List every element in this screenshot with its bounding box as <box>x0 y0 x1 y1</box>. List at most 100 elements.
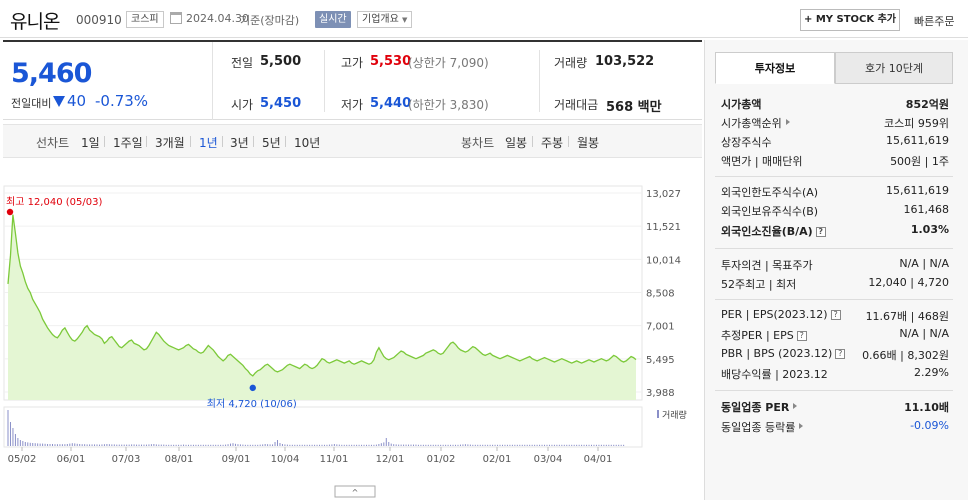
volume-bar <box>595 444 597 446</box>
tab-weekly-candle[interactable]: 주봉 <box>541 136 564 150</box>
tab-monthly-candle[interactable]: 월봉 <box>577 136 600 150</box>
volume-bar <box>121 444 123 446</box>
info-row-per-eps: PER | EPS(2023.12)? 11.67배 | 468원 <box>721 308 949 326</box>
chart-collapse-button[interactable] <box>334 485 376 498</box>
y-tick-label: 10,014 <box>646 255 681 266</box>
volume-bar <box>408 444 410 446</box>
volume-bar <box>264 444 266 446</box>
volume-bar <box>484 444 486 446</box>
volume-bar <box>341 444 343 446</box>
volume-bar <box>472 444 474 446</box>
caret-right-icon[interactable] <box>793 403 798 409</box>
info-label-text: 외국인한도주식수(A) <box>721 186 819 199</box>
volume-bar <box>210 444 212 446</box>
chart-period-tabs: 선차트 1일 1주일 3개월 1년 3년 5년 10년 봉차트 일봉 주봉 월봉 <box>3 124 702 158</box>
help-icon[interactable]: ? <box>796 331 807 341</box>
volume-bar <box>252 444 254 446</box>
info-label: 시가총액 <box>721 96 761 112</box>
volume-bar <box>415 444 417 446</box>
info-label: 동일업종 PER <box>721 399 798 415</box>
volume-bar <box>548 444 550 446</box>
volume-bar <box>143 444 145 446</box>
volume-bar <box>113 444 115 446</box>
tab-5y[interactable]: 5년 <box>262 136 281 150</box>
company-info-dropdown[interactable]: 기업개요 ▼ <box>357 11 413 28</box>
x-tick-label: 04/01 <box>584 454 613 465</box>
volume-bar <box>111 444 113 446</box>
volume-bar <box>482 444 484 446</box>
divider <box>324 50 325 112</box>
tab-1y[interactable]: 1년 <box>199 136 218 150</box>
volume-bar <box>136 444 138 446</box>
volume-bar <box>541 444 543 446</box>
volume-bar <box>220 444 222 446</box>
volume-bar <box>504 444 506 446</box>
tab-3y[interactable]: 3년 <box>230 136 249 150</box>
volume-bar <box>581 444 583 446</box>
volume-bar <box>12 428 14 446</box>
current-price: 5,460 <box>11 58 92 89</box>
info-value: 1.03% <box>910 223 949 236</box>
info-value: 11.67배 | 468원 <box>865 310 949 323</box>
volume-bar <box>410 444 412 446</box>
volume-bar <box>197 444 199 446</box>
tab-1d[interactable]: 1일 <box>81 136 100 150</box>
volume-bar <box>385 438 387 446</box>
price-chart[interactable]: 13,027 11,521 10,014 8,508 7,001 5,495 3,988 0… <box>0 162 702 500</box>
add-my-stock-button[interactable]: + MY STOCK 추가 <box>800 9 900 31</box>
info-value: N/A | N/A <box>899 327 949 340</box>
volume-bar <box>455 444 457 446</box>
volume-bar <box>7 410 9 446</box>
volume-bar <box>69 443 71 446</box>
volume-bar <box>37 443 39 446</box>
caret-right-icon[interactable] <box>799 423 804 429</box>
volume-bar <box>375 444 377 446</box>
info-label-text: 외국인보유주식수(B) <box>721 205 819 218</box>
info-label: 외국인한도주식수(A) <box>721 184 818 200</box>
tab-1w[interactable]: 1주일 <box>113 136 143 150</box>
tab-3m[interactable]: 3개월 <box>155 136 185 150</box>
volume-bar <box>526 444 528 446</box>
volume-bar <box>323 444 325 446</box>
quick-order-link[interactable]: 빠른주문 <box>914 15 955 28</box>
help-icon[interactable]: ? <box>835 349 846 359</box>
info-value: 161,468 <box>903 203 950 216</box>
volume-bar <box>393 444 395 446</box>
header: 유니온 000910 코스피 2024.04.30 기준(장마감) 실시간 기업… <box>0 0 968 38</box>
info-row-sector-per: 동일업종 PER 11.10배 <box>721 399 949 417</box>
volume-bar <box>141 444 143 446</box>
info-row-market-cap: 시가총액 852억원 <box>721 96 949 114</box>
tab-order-book[interactable]: 호가 10단계 <box>835 52 953 84</box>
volume-bar <box>511 444 513 446</box>
info-label-text: PER | EPS(2023.12) <box>721 308 828 321</box>
volume-bar <box>34 443 36 446</box>
realtime-button[interactable]: 실시간 <box>315 11 351 28</box>
help-icon[interactable]: ? <box>815 227 826 237</box>
volume-bar <box>183 444 185 446</box>
help-icon[interactable]: ? <box>830 310 841 320</box>
volume-bar <box>49 444 51 446</box>
tab-separator <box>253 136 254 147</box>
volume-bar <box>479 444 481 446</box>
volume-bar <box>301 444 303 446</box>
volume-bar <box>553 444 555 446</box>
info-label-text: 동일업종 PER <box>721 401 790 414</box>
tab-separator <box>146 136 147 147</box>
volume-bar <box>84 444 86 446</box>
tab-invest-info[interactable]: 투자정보 <box>715 52 835 84</box>
tab-daily-candle[interactable]: 일봉 <box>505 136 528 150</box>
volume-bar <box>14 434 16 446</box>
info-label-text: 배당수익률 | 2023.12 <box>721 368 828 381</box>
volume-bar <box>267 444 269 446</box>
volume-bar <box>17 438 19 446</box>
caret-right-icon[interactable] <box>785 119 790 125</box>
tab-10y[interactable]: 10년 <box>294 136 321 150</box>
info-label-text: 상장주식수 <box>721 136 772 149</box>
volume-bar <box>309 444 311 446</box>
y-tick-label: 8,508 <box>646 289 675 300</box>
volume-value: 103,522 <box>595 54 655 69</box>
volume-bar <box>71 443 73 446</box>
volume-bar <box>234 443 236 446</box>
volume-bar <box>59 444 61 446</box>
volume-bar <box>331 444 333 446</box>
